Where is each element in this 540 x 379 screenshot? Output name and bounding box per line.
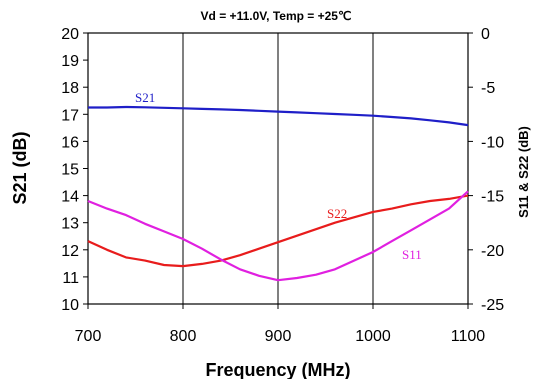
series-s22-label: S22: [327, 206, 347, 221]
y-tick-label: 17: [61, 107, 79, 124]
y-tick-label: 12: [61, 243, 79, 260]
x-tick-label: 700: [75, 328, 102, 345]
y2-tick-label: -15: [481, 189, 504, 206]
axis-ticks: 700 800 900 1000 1100 10 11 12 13 14 15 16 17 18 19 20 -…: [61, 26, 504, 345]
y-tick-label: 10: [61, 297, 79, 314]
y2-tick-label: -25: [481, 297, 504, 314]
x-axis-label: Frequency (MHz): [205, 360, 350, 379]
chart-title: Vd = +11.0V, Temp = +25℃: [201, 9, 352, 23]
series-s21-line: [88, 105, 469, 127]
y-tick-label: 14: [61, 189, 79, 206]
y-tick-label: 15: [61, 162, 79, 179]
x-tick-label: 900: [265, 328, 292, 345]
y2-axis-label: S11 & S22 (dB): [516, 126, 531, 218]
series-s11-label: S11: [402, 247, 422, 262]
y-tick-label: 20: [61, 26, 79, 43]
grid: [182, 33, 374, 304]
series-s21-label: S21: [135, 90, 155, 105]
x-tick-label: 1100: [451, 328, 486, 345]
x-tick-label: 1000: [355, 328, 391, 345]
y2-tick-label: -20: [481, 243, 504, 260]
y-tick-label: 19: [61, 53, 79, 70]
y2-tick-label: 0: [481, 26, 490, 43]
y-tick-label: 18: [61, 80, 79, 97]
y-tick-label: 13: [61, 216, 79, 233]
series-s11-line: [87, 190, 469, 282]
y-axis-label: S21 (dB): [10, 131, 30, 204]
y2-tick-label: -10: [481, 134, 504, 151]
x-tick-label: 800: [170, 328, 197, 345]
y-tick-label: 16: [61, 134, 79, 151]
y2-tick-label: -5: [481, 80, 495, 97]
series-s22-line: [87, 194, 469, 268]
series-labels: S21 S22 S11: [135, 90, 422, 262]
series-lines: [87, 105, 469, 282]
y-tick-label: 11: [62, 270, 79, 287]
